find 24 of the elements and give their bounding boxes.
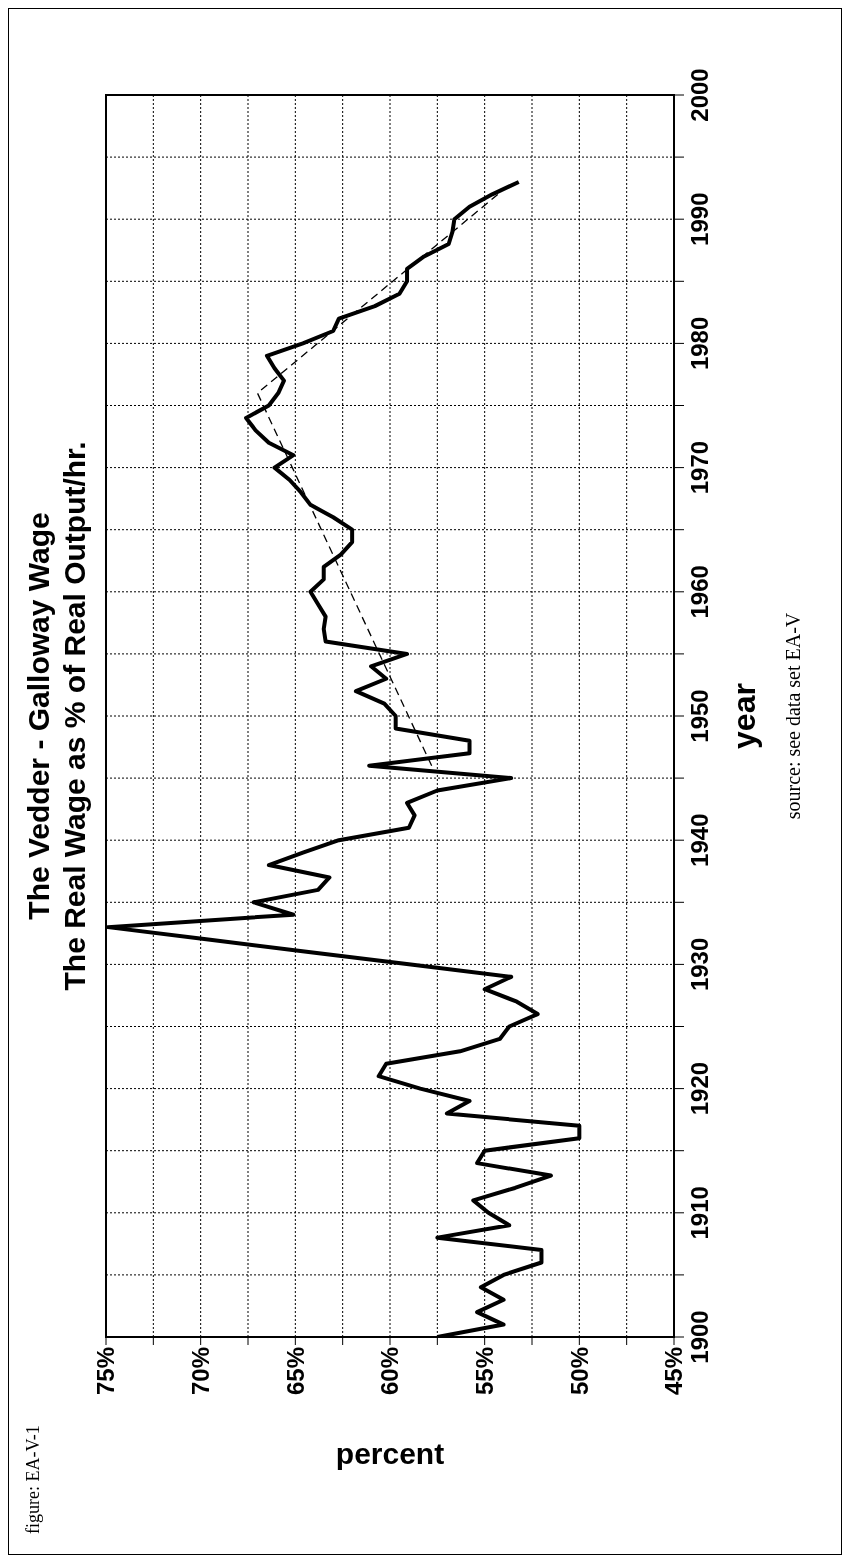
y-tick-label: 1920: [685, 1061, 713, 1116]
x-tick-label: 75%: [92, 1347, 120, 1396]
y-tick-label: 1980: [685, 316, 713, 371]
x-tick-label: 65%: [281, 1347, 309, 1396]
y-tick-label: 1960: [685, 565, 713, 619]
text: The Vedder - Galloway Wage: [21, 511, 56, 922]
x-tick-label: 60%: [376, 1347, 404, 1396]
y-tick-label: 1940: [685, 813, 713, 867]
y-tick-label: 1900: [685, 1310, 713, 1364]
y-tick-label: 2000: [685, 68, 713, 122]
y-tick-label: 1930: [685, 937, 713, 992]
y-tick-label: 1910: [685, 1186, 713, 1240]
text: The Real Wage as % of Real Output/hr.: [57, 440, 92, 993]
source-note: source: see data set EA-V: [782, 611, 805, 822]
x-tick-label: 55%: [471, 1347, 499, 1396]
x-tick-label: 45%: [660, 1347, 688, 1396]
x-tick-label: 70%: [187, 1347, 215, 1396]
y-tick-label: 1970: [685, 440, 713, 495]
x-tick-label: 50%: [565, 1347, 593, 1396]
y-tick-label: 1950: [685, 689, 713, 743]
x-axis-title: percent: [335, 1437, 445, 1471]
y-axis-title: year: [726, 682, 763, 751]
y-tick-label: 1990: [685, 192, 713, 246]
text: figure: EA-V-1: [23, 1425, 44, 1534]
